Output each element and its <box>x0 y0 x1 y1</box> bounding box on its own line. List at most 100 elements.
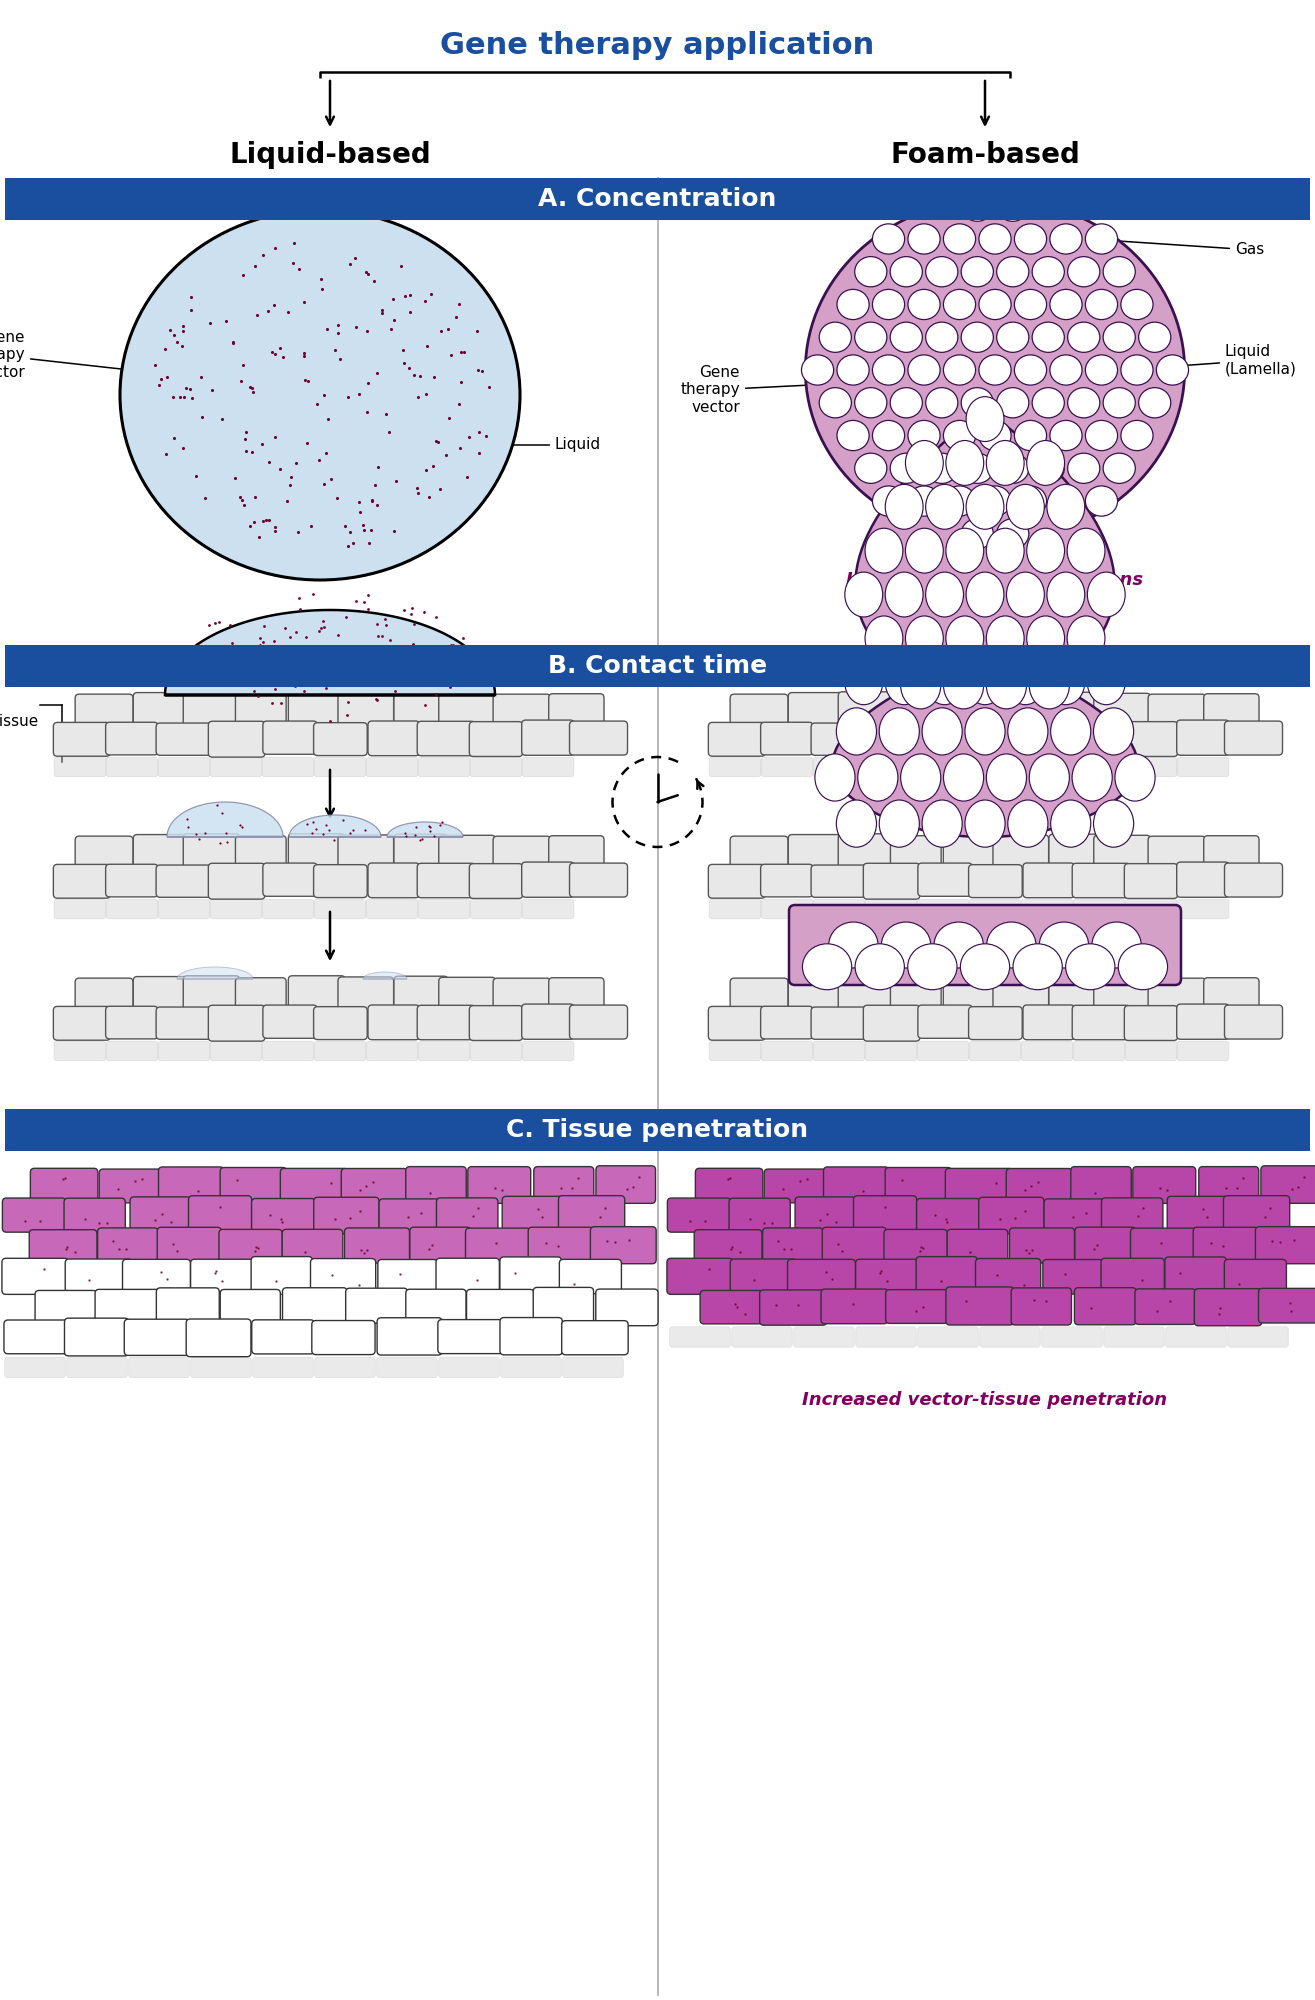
FancyBboxPatch shape <box>263 722 317 754</box>
Point <box>185 818 206 850</box>
FancyBboxPatch shape <box>760 1290 827 1326</box>
FancyBboxPatch shape <box>235 694 287 726</box>
Point <box>249 622 270 654</box>
Text: Gene
therapy
vector: Gene therapy vector <box>0 330 217 380</box>
Ellipse shape <box>857 754 898 802</box>
FancyBboxPatch shape <box>760 1006 813 1038</box>
Point <box>304 648 325 680</box>
FancyBboxPatch shape <box>158 900 210 918</box>
Ellipse shape <box>881 922 931 968</box>
Point <box>293 340 314 372</box>
FancyBboxPatch shape <box>1049 834 1103 870</box>
Point <box>316 436 337 468</box>
FancyBboxPatch shape <box>54 1042 107 1060</box>
Point <box>245 506 266 538</box>
Point <box>380 314 401 346</box>
FancyBboxPatch shape <box>500 1318 563 1354</box>
Ellipse shape <box>819 322 851 352</box>
Ellipse shape <box>1049 290 1082 320</box>
FancyBboxPatch shape <box>379 1198 439 1232</box>
Ellipse shape <box>965 800 1005 848</box>
Text: Gene therapy application: Gene therapy application <box>441 30 874 60</box>
Point <box>185 460 206 492</box>
Ellipse shape <box>1032 454 1064 484</box>
Point <box>337 382 358 414</box>
FancyBboxPatch shape <box>3 1198 66 1232</box>
FancyBboxPatch shape <box>156 1288 220 1324</box>
Ellipse shape <box>1051 708 1090 754</box>
FancyBboxPatch shape <box>377 1260 438 1294</box>
Ellipse shape <box>978 486 1011 516</box>
FancyBboxPatch shape <box>969 1006 1022 1040</box>
Point <box>339 248 360 280</box>
Ellipse shape <box>1049 420 1082 450</box>
Ellipse shape <box>890 454 922 484</box>
Point <box>296 622 317 654</box>
FancyBboxPatch shape <box>210 758 262 776</box>
FancyBboxPatch shape <box>1177 720 1230 756</box>
Ellipse shape <box>120 210 519 580</box>
Point <box>398 352 419 384</box>
Ellipse shape <box>1091 922 1141 968</box>
FancyBboxPatch shape <box>856 1326 917 1348</box>
Point <box>149 368 170 400</box>
Point <box>367 450 388 482</box>
Text: Higher vector concentrations
even at low dose: Higher vector concentrations even at low… <box>847 570 1144 610</box>
FancyBboxPatch shape <box>500 1256 562 1294</box>
Point <box>318 402 339 434</box>
Point <box>270 640 291 672</box>
FancyBboxPatch shape <box>187 1320 251 1356</box>
FancyBboxPatch shape <box>471 1042 522 1060</box>
Point <box>239 370 260 402</box>
FancyBboxPatch shape <box>54 758 107 776</box>
Point <box>398 644 419 676</box>
FancyBboxPatch shape <box>129 1358 189 1378</box>
Point <box>426 424 447 456</box>
FancyBboxPatch shape <box>1203 694 1258 726</box>
FancyBboxPatch shape <box>1224 722 1282 756</box>
FancyBboxPatch shape <box>596 1290 658 1326</box>
Point <box>362 486 383 518</box>
FancyBboxPatch shape <box>29 1230 97 1262</box>
FancyBboxPatch shape <box>1073 758 1124 776</box>
Point <box>172 432 193 464</box>
Point <box>468 416 489 448</box>
Point <box>279 622 300 654</box>
Point <box>242 436 263 468</box>
FancyBboxPatch shape <box>668 1198 731 1232</box>
Point <box>310 262 331 294</box>
Point <box>264 422 285 454</box>
FancyBboxPatch shape <box>569 864 627 898</box>
FancyBboxPatch shape <box>469 1006 523 1040</box>
Ellipse shape <box>872 290 905 320</box>
Ellipse shape <box>1013 944 1063 990</box>
Ellipse shape <box>1156 354 1189 386</box>
FancyBboxPatch shape <box>548 694 604 726</box>
Ellipse shape <box>961 192 993 222</box>
Point <box>222 326 243 358</box>
FancyBboxPatch shape <box>159 1166 224 1204</box>
Point <box>338 686 359 718</box>
Ellipse shape <box>1085 486 1118 516</box>
FancyBboxPatch shape <box>183 692 239 726</box>
FancyBboxPatch shape <box>1124 864 1178 898</box>
Point <box>271 688 292 720</box>
Point <box>469 436 490 468</box>
Point <box>285 446 306 478</box>
FancyBboxPatch shape <box>183 976 239 1010</box>
Point <box>404 360 425 392</box>
Point <box>326 482 347 514</box>
Point <box>314 612 335 644</box>
FancyBboxPatch shape <box>158 758 210 776</box>
Text: Increased vector-tissue penetration: Increased vector-tissue penetration <box>802 1392 1168 1410</box>
Point <box>200 306 221 338</box>
FancyBboxPatch shape <box>1073 900 1124 918</box>
FancyBboxPatch shape <box>376 1358 438 1378</box>
Point <box>376 610 397 642</box>
Ellipse shape <box>1039 922 1089 968</box>
Ellipse shape <box>1085 354 1118 386</box>
FancyBboxPatch shape <box>130 1196 191 1232</box>
FancyBboxPatch shape <box>1049 976 1103 1012</box>
FancyBboxPatch shape <box>158 1228 221 1264</box>
Polygon shape <box>164 610 494 696</box>
